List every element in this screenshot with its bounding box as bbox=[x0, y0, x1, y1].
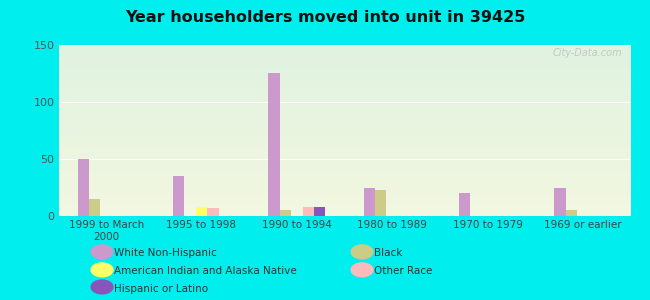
Circle shape bbox=[91, 280, 113, 294]
Bar bbox=[268, 74, 280, 216]
Text: Black: Black bbox=[374, 248, 402, 259]
Text: American Indian and Alaska Native: American Indian and Alaska Native bbox=[114, 266, 296, 277]
Bar bbox=[375, 190, 387, 216]
Circle shape bbox=[91, 263, 113, 277]
Bar bbox=[363, 188, 375, 216]
Bar bbox=[196, 207, 207, 216]
Bar bbox=[173, 176, 185, 216]
Circle shape bbox=[351, 263, 373, 277]
Bar bbox=[314, 207, 326, 216]
Bar bbox=[302, 207, 314, 216]
Bar bbox=[89, 199, 101, 216]
Circle shape bbox=[91, 245, 113, 259]
Text: Year householders moved into unit in 39425: Year householders moved into unit in 394… bbox=[125, 11, 525, 26]
Text: Other Race: Other Race bbox=[374, 266, 432, 277]
Bar bbox=[280, 210, 291, 216]
Bar bbox=[207, 208, 218, 216]
Circle shape bbox=[351, 245, 373, 259]
Text: Hispanic or Latino: Hispanic or Latino bbox=[114, 284, 208, 294]
Text: White Non-Hispanic: White Non-Hispanic bbox=[114, 248, 216, 259]
Bar bbox=[566, 210, 577, 216]
Bar bbox=[77, 159, 89, 216]
Bar bbox=[554, 188, 565, 216]
Bar bbox=[459, 193, 471, 216]
Text: City-Data.com: City-Data.com bbox=[552, 48, 622, 59]
